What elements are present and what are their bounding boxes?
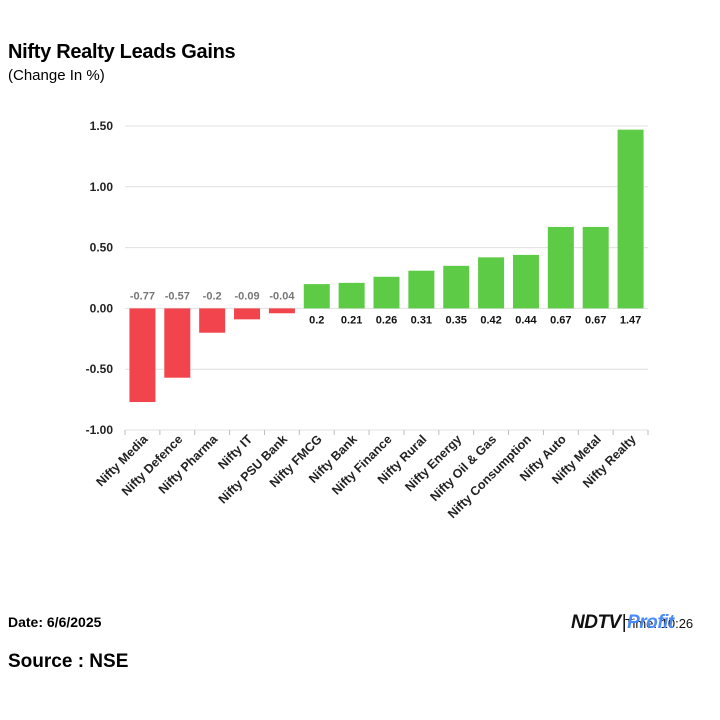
logo-ndtv: NDTV <box>571 612 621 633</box>
x-tick-label: Nifty Defence <box>119 432 185 498</box>
data-label: 0.35 <box>446 314 467 326</box>
data-label: 0.2 <box>309 314 324 326</box>
bar <box>512 254 539 309</box>
source-label: Source : NSE <box>8 651 129 672</box>
bar <box>443 265 470 309</box>
y-axis-ticks: 1.50 1.00 0.50 0.00 -0.50 -1.00 <box>86 119 114 437</box>
y-tick-label: 1.00 <box>90 180 114 194</box>
y-tick-label: -1.00 <box>86 423 114 437</box>
bar <box>338 282 365 309</box>
chart-title: Nifty Realty Leads Gains <box>8 41 236 63</box>
logo-separator: | <box>621 612 627 633</box>
data-label: 1.47 <box>620 314 641 326</box>
bar-chart: 1.501.000.500.00-0.50-1.00 -0.77 -0.57 -0.… <box>86 119 649 521</box>
logo-profit: Profit <box>627 612 674 633</box>
data-label: -0.04 <box>269 290 295 302</box>
data-label: -0.2 <box>203 290 222 302</box>
time-label: Time: 10:26 <box>625 616 694 631</box>
chart-subtitle: (Change In %) <box>8 67 105 84</box>
data-label: 0.42 <box>480 314 501 326</box>
data-labels: -0.77 -0.57 -0.2 -0.09 -0.04 0.2 0.21 0.26 0.31 0… <box>130 290 641 326</box>
bars <box>129 129 644 403</box>
y-tick-label: 1.50 <box>90 119 114 133</box>
data-label: 0.44 <box>515 314 537 326</box>
data-label: -0.57 <box>165 290 190 302</box>
data-label: 0.67 <box>550 314 571 326</box>
bar <box>234 308 261 320</box>
bar <box>129 308 156 403</box>
bar <box>478 257 505 309</box>
data-label: 0.31 <box>411 314 432 326</box>
bar <box>408 270 435 309</box>
data-label: 0.67 <box>585 314 606 326</box>
data-label: -0.77 <box>130 290 155 302</box>
bar <box>373 276 400 309</box>
bar <box>303 284 330 309</box>
bar <box>617 129 644 309</box>
bar <box>199 308 226 333</box>
bar <box>547 226 574 309</box>
bar <box>268 308 295 314</box>
y-tick-label: 0.00 <box>90 301 114 315</box>
data-label: 0.21 <box>341 314 362 326</box>
y-tick-label: -0.50 <box>86 362 114 376</box>
data-label: -0.09 <box>234 290 259 302</box>
data-label: 0.26 <box>376 314 397 326</box>
bar <box>164 308 191 378</box>
bar <box>582 226 609 309</box>
y-tick-label: 0.50 <box>90 241 114 255</box>
ndtv-profit-logo: NDTV|Profit <box>571 612 674 634</box>
date-label: Date: 6/6/2025 <box>8 614 102 630</box>
